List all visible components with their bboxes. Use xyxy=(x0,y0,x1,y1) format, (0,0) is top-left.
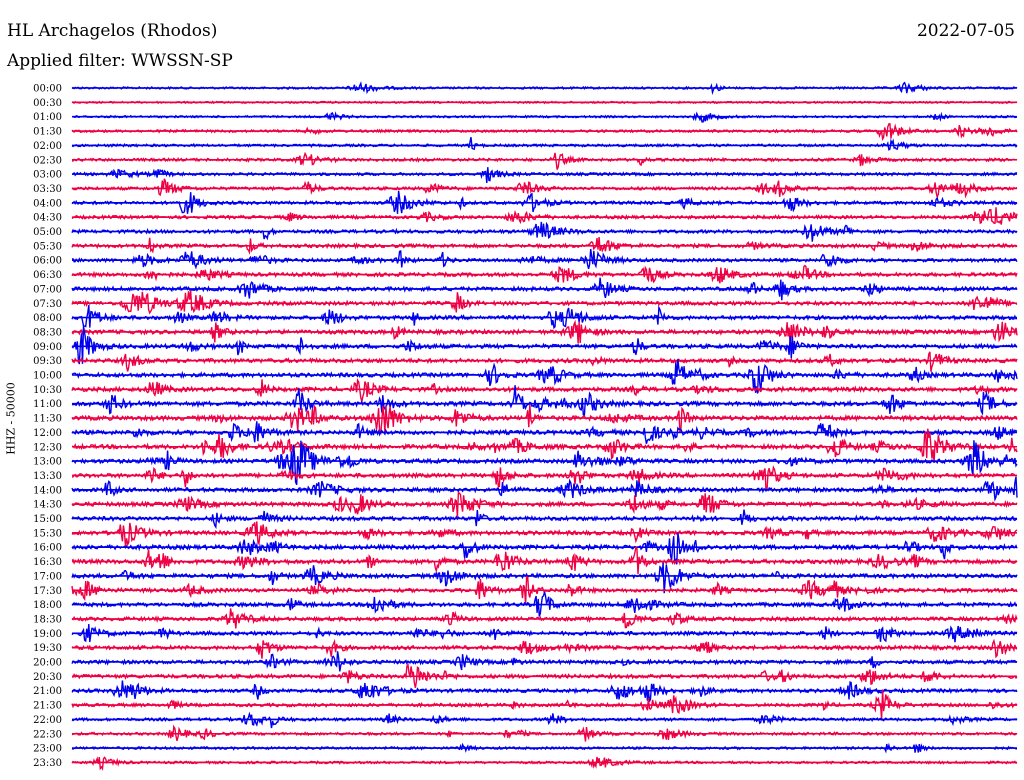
time-tick-label: 19:30 xyxy=(33,643,62,654)
trace-line-1130 xyxy=(71,404,1018,435)
station-title: HL Archagelos (Rhodos) xyxy=(7,21,218,41)
time-tick-label: 20:30 xyxy=(33,672,62,683)
time-tick-label: 12:30 xyxy=(33,442,62,453)
trace-line-0730 xyxy=(71,290,1018,315)
trace-line-1930 xyxy=(71,638,1018,659)
trace-line-0200 xyxy=(71,137,1018,151)
time-tick-label: 20:00 xyxy=(33,658,62,669)
time-tick-label: 16:00 xyxy=(33,543,62,554)
trace-line-0430 xyxy=(71,207,1018,225)
time-tick-label: 12:00 xyxy=(33,428,62,439)
time-tick-label: 02:00 xyxy=(33,141,62,152)
time-tick-label: 13:00 xyxy=(33,457,62,468)
trace-line-0300 xyxy=(72,167,1018,183)
trace-line-1530 xyxy=(71,521,1018,547)
time-tick-label: 14:00 xyxy=(33,485,62,496)
trace-line-0230 xyxy=(71,151,1018,170)
trace-line-1800 xyxy=(71,591,1018,617)
time-tick-label: 03:30 xyxy=(33,184,62,195)
time-tick-label: 22:00 xyxy=(33,715,62,726)
time-tick-label: 04:00 xyxy=(33,198,62,209)
time-tick-label: 13:30 xyxy=(33,471,62,482)
trace-line-1400 xyxy=(71,476,1018,502)
trace-line-2200 xyxy=(71,711,1018,729)
trace-line-0630 xyxy=(71,264,1018,284)
time-tick-label: 23:00 xyxy=(33,744,62,755)
time-tick-label: 15:00 xyxy=(33,514,62,525)
filter-label: Applied filter: WWSSN-SP xyxy=(7,51,233,71)
time-tick-label: 09:00 xyxy=(33,342,62,353)
time-tick-label: 06:00 xyxy=(33,256,62,267)
time-tick-label: 14:30 xyxy=(33,500,62,511)
trace-line-1200 xyxy=(71,421,1018,444)
time-tick-label: 17:00 xyxy=(33,571,62,582)
trace-line-0530 xyxy=(71,237,1018,256)
time-tick-label: 01:00 xyxy=(33,112,62,123)
trace-line-0800 xyxy=(71,304,1018,330)
time-tick-label: 00:00 xyxy=(33,84,62,95)
time-tick-label: 10:30 xyxy=(33,385,62,396)
trace-line-1100 xyxy=(71,385,1018,417)
time-tick-label: 11:00 xyxy=(33,399,62,410)
time-tick-label: 05:30 xyxy=(33,241,62,252)
time-tick-label: 11:30 xyxy=(33,414,62,425)
time-tick-label: 18:30 xyxy=(33,614,62,625)
time-tick-label: 02:30 xyxy=(33,155,62,166)
trace-line-0600 xyxy=(71,248,1018,270)
time-tick-label: 04:30 xyxy=(33,213,62,224)
time-tick-label: 00:30 xyxy=(33,98,62,109)
time-tick-label: 08:30 xyxy=(33,327,62,338)
time-tick-label: 06:30 xyxy=(33,270,62,281)
time-tick-label: 07:30 xyxy=(33,299,62,310)
time-tick-label: 21:00 xyxy=(33,686,62,697)
date-label: 2022-07-05 xyxy=(916,21,1015,41)
time-tick-label: 03:00 xyxy=(33,170,62,181)
trace-line-0930 xyxy=(71,351,1018,372)
time-tick-label: 15:30 xyxy=(33,528,62,539)
time-tick-label: 09:30 xyxy=(33,356,62,367)
trace-line-0700 xyxy=(71,277,1018,301)
time-tick-label: 21:30 xyxy=(33,701,62,712)
time-tick-label: 22:30 xyxy=(33,729,62,740)
time-tick-label: 08:00 xyxy=(33,313,62,324)
trace-line-1330 xyxy=(71,465,1017,492)
time-tick-label: 07:00 xyxy=(33,284,62,295)
time-tick-label: 19:00 xyxy=(33,629,62,640)
time-tick-label: 23:30 xyxy=(33,758,62,769)
time-tick-label: 05:00 xyxy=(33,227,62,238)
time-tick-label: 16:30 xyxy=(33,557,62,568)
time-tick-label: 18:00 xyxy=(33,600,62,611)
trace-line-1630 xyxy=(71,545,1018,575)
time-tick-label: 17:30 xyxy=(33,586,62,597)
trace-line-1000 xyxy=(71,358,1018,394)
trace-line-0130 xyxy=(71,123,1018,141)
time-tick-label: 10:00 xyxy=(33,371,62,382)
time-tick-label: 01:30 xyxy=(33,127,62,138)
